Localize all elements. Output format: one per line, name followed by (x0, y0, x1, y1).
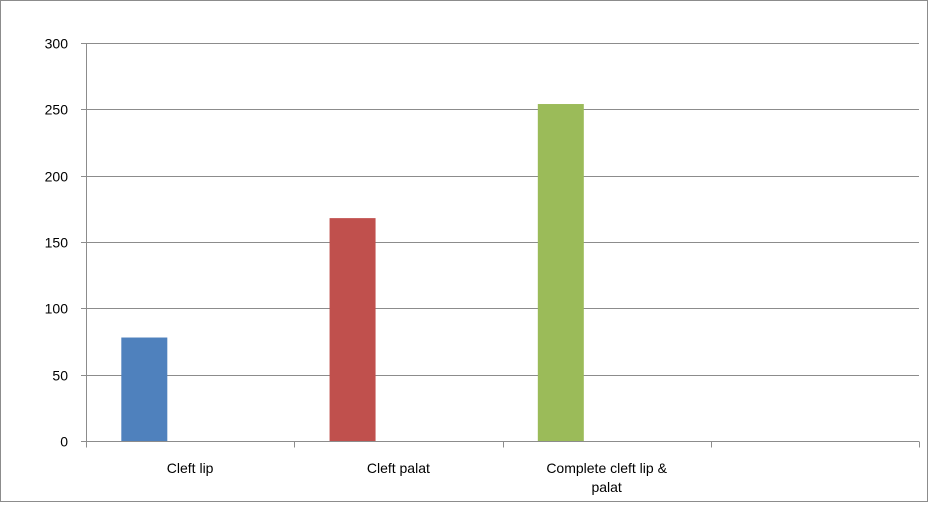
bar (329, 218, 376, 441)
x-axis (86, 43, 920, 448)
x-tick-label: palat (591, 479, 621, 495)
x-tick-label: Cleft palat (367, 460, 430, 476)
y-tick-label: 0 (60, 434, 68, 450)
y-tick-label: 200 (45, 169, 69, 185)
y-tick-label: 50 (52, 368, 68, 384)
bars (121, 104, 584, 441)
y-axis-ticks: 0 50 100 150 200 250 300 (45, 36, 86, 450)
x-tick-label: Cleft lip (167, 460, 214, 476)
x-axis-labels: Cleft lip Cleft palat Complete cleft lip &… (167, 460, 668, 495)
y-tick-label: 250 (45, 102, 69, 118)
x-tick-label: Complete cleft lip & (546, 460, 667, 476)
bar (537, 104, 584, 441)
bar (121, 337, 168, 441)
y-tick-label: 100 (45, 301, 69, 317)
y-tick-label: 300 (45, 36, 69, 52)
y-tick-label: 150 (45, 235, 69, 251)
gridlines (81, 43, 919, 376)
